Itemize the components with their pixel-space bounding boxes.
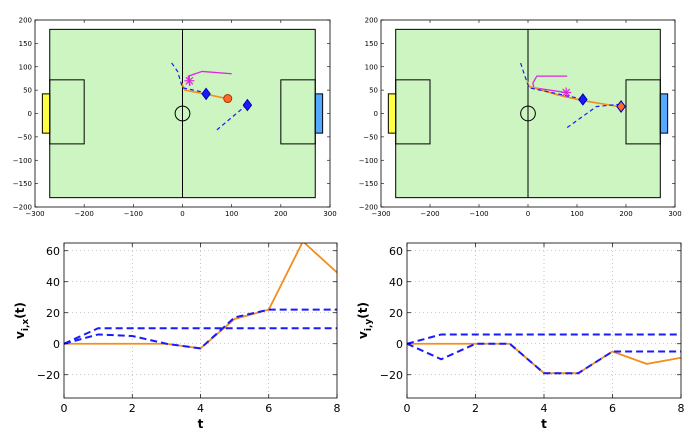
x-tick-label: 300 — [323, 210, 336, 218]
y-tick-label: 20 — [46, 307, 60, 320]
field-plot-right: −300 −200 −100 0 100 200 300−200−150−100−50050… — [359, 17, 682, 219]
player-star-marker — [561, 87, 572, 98]
velocity-series-blue — [407, 342, 681, 375]
y-tick-label: −20 — [37, 369, 60, 382]
x-tick-label: 100 — [570, 210, 583, 218]
y-tick-label: −50 — [17, 133, 32, 141]
field-plot-left: −300 −200 −100 0 100 200 300−200−150−100−50050… — [13, 17, 337, 219]
x-tick-label: 300 — [668, 210, 681, 218]
y-tick-label: 50 — [369, 87, 378, 95]
player-star-marker — [184, 75, 195, 86]
x-tick-label: 0 — [61, 402, 68, 415]
penalty-area-left — [49, 79, 85, 145]
y-tick-label: 200 — [365, 17, 378, 25]
y-tick-label: 50 — [23, 87, 32, 95]
blue-dashed-2 — [566, 103, 622, 129]
penalty-area-right — [280, 79, 316, 145]
velocity-series-blue — [407, 333, 681, 345]
y-tick-label: −150 — [13, 180, 32, 188]
x-tick-label: 0 — [404, 402, 411, 415]
player-diamond-marker — [578, 93, 588, 106]
velocity-series-blue — [64, 308, 337, 350]
y-tick-label: −100 — [359, 157, 378, 165]
x-tick-label: −200 — [75, 210, 94, 218]
x-axis-label: t — [198, 417, 204, 431]
x-tick-label: −100 — [469, 210, 488, 218]
y-tick-label: 150 — [19, 40, 32, 48]
blue-dashed-1 — [171, 62, 205, 94]
y-axis-label: vi,y(t) — [356, 302, 374, 339]
goal-right — [314, 93, 324, 134]
y-tick-label: 100 — [365, 63, 378, 71]
x-tick-label: −200 — [420, 210, 439, 218]
y-tick-label: 40 — [389, 276, 403, 289]
x-tick-label: 100 — [225, 210, 238, 218]
y-tick-label: 100 — [19, 63, 32, 71]
x-tick-label: −100 — [124, 210, 143, 218]
y-tick-label: 0 — [374, 110, 378, 118]
goal-left — [387, 93, 397, 134]
plot-background — [64, 243, 337, 398]
x-tick-label: 0 — [526, 210, 530, 218]
x-tick-label: 2 — [129, 402, 136, 415]
center-circle — [174, 105, 191, 122]
y-tick-label: 40 — [46, 276, 60, 289]
x-tick-label: 4 — [197, 402, 204, 415]
x-tick-label: 200 — [274, 210, 287, 218]
y-tick-label: 0 — [53, 338, 60, 351]
vx-plot: 0 2 4 6 8 −20 0 20 40 60 t vi,x(t) — [13, 242, 341, 431]
goal-right — [659, 93, 669, 134]
y-axis-label: vi,x(t) — [13, 302, 31, 339]
y-tick-label: 0 — [28, 110, 32, 118]
x-axis-label: t — [541, 417, 547, 431]
y-tick-label: 60 — [389, 245, 403, 258]
goal-left — [41, 93, 51, 134]
player-diamond-marker — [201, 87, 211, 101]
player-diamond-marker — [242, 98, 253, 112]
x-tick-label: 2 — [472, 402, 479, 415]
y-tick-label: −200 — [13, 204, 32, 212]
y-tick-label: −20 — [380, 369, 403, 382]
x-tick-label: 6 — [609, 402, 616, 415]
y-tick-label: 60 — [46, 245, 60, 258]
y-tick-label: 20 — [389, 307, 403, 320]
y-tick-label: −200 — [359, 204, 378, 212]
penalty-area-right — [625, 79, 661, 145]
y-tick-label: −150 — [359, 180, 378, 188]
orange-path — [180, 82, 227, 100]
x-tick-label: 8 — [678, 402, 685, 415]
x-tick-label: 200 — [619, 210, 632, 218]
x-tick-label: −300 — [371, 210, 390, 218]
center-circle — [520, 105, 536, 122]
y-tick-label: −100 — [13, 157, 32, 165]
magenta-path — [532, 75, 568, 94]
penalty-area-left — [395, 79, 431, 145]
x-tick-label: 0 — [180, 210, 184, 218]
vy-plot: 0 2 4 6 8 −20 0 20 40 60 t vi,y(t) — [356, 242, 685, 431]
x-tick-label: 8 — [334, 402, 341, 415]
y-tick-label: 150 — [365, 40, 378, 48]
ball-marker — [616, 100, 626, 113]
y-tick-label: −50 — [363, 133, 378, 141]
y-tick-label: 0 — [396, 338, 403, 351]
velocity-series-blue — [64, 327, 337, 345]
y-tick-label: 200 — [19, 17, 32, 25]
x-tick-label: 6 — [265, 402, 272, 415]
x-tick-label: −300 — [25, 210, 44, 218]
x-tick-label: 4 — [541, 402, 548, 415]
ball-marker — [223, 94, 233, 104]
